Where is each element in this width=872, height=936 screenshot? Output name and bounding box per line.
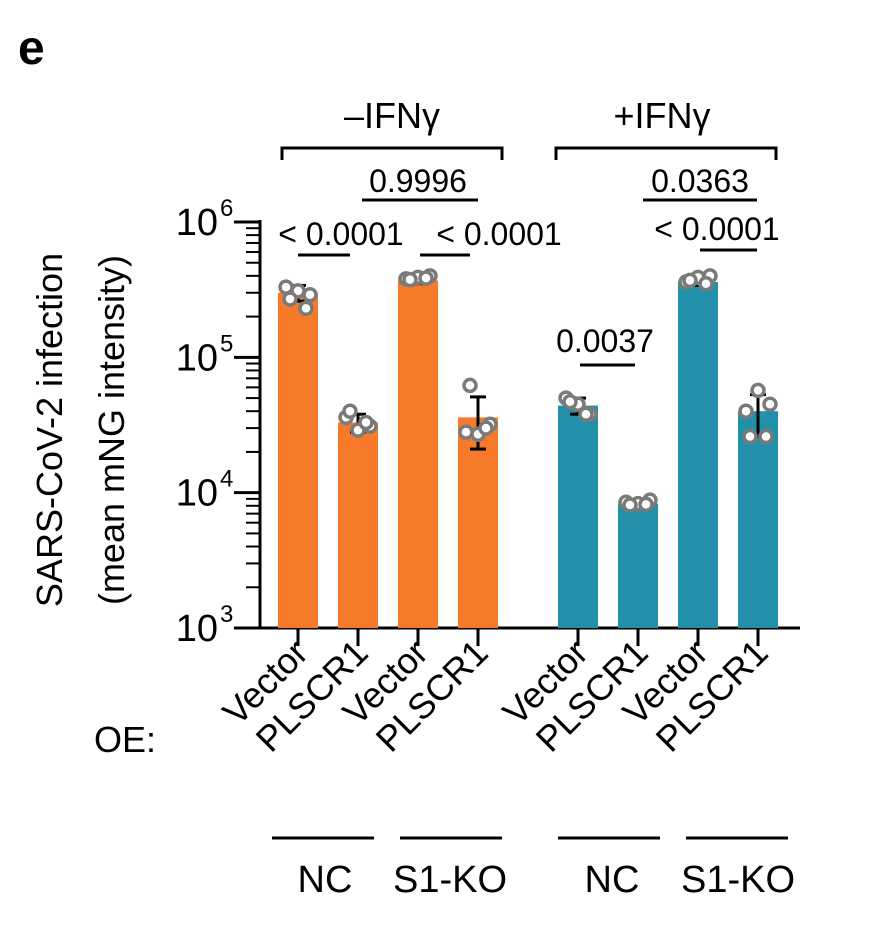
condition-group: S1-KO — [393, 836, 507, 901]
data-point — [562, 393, 578, 410]
y-tick-base: 10 — [176, 608, 218, 650]
bar — [458, 417, 498, 628]
condition-label: S1-KO — [393, 859, 507, 901]
bar — [338, 422, 378, 628]
data-point — [302, 287, 318, 303]
p-value: 0.0037 — [556, 323, 654, 359]
data-point — [762, 396, 778, 413]
data-point — [402, 271, 418, 288]
data-point — [750, 382, 766, 399]
data-point — [622, 497, 638, 513]
condition-labels: NC S1-KO NC S1-KO — [272, 836, 795, 901]
oe-label: OE: — [94, 719, 156, 760]
data-point — [342, 403, 358, 419]
data-point — [742, 428, 758, 445]
significance-annotation: < 0.0001 — [654, 211, 780, 252]
data-points — [278, 268, 778, 513]
y-tick-label: 10 6 — [176, 195, 234, 244]
y-axis-label-line2: (mean mNG intensity) — [91, 255, 132, 605]
group-bracket-minus-ifn — [280, 146, 504, 160]
bar — [738, 411, 778, 628]
x-tick-labels: VectorPLSCR1VectorPLSCR1VectorPLSCR1Vect… — [214, 632, 775, 760]
bar — [678, 282, 718, 628]
group-header-minus-ifn: –IFNγ — [280, 95, 504, 160]
condition-label: NC — [585, 859, 640, 901]
y-tick-label: 10 5 — [176, 330, 234, 379]
y-tick-base: 10 — [176, 473, 218, 515]
y-tick-exponent: 3 — [220, 601, 233, 628]
significance-annotation: 0.0037 — [556, 323, 654, 367]
condition-group: NC — [272, 836, 374, 901]
p-value: < 0.0001 — [278, 216, 403, 252]
significance-annotation: < 0.0001 — [278, 216, 404, 257]
y-tick-label: 10 3 — [176, 601, 234, 650]
y-tick-exponent: 6 — [220, 195, 233, 222]
condition-label: S1-KO — [681, 859, 795, 901]
significance-annotation: < 0.0001 — [420, 216, 562, 257]
data-point — [578, 406, 594, 422]
p-value: < 0.0001 — [436, 216, 561, 252]
significance-annotation: 0.0363 — [643, 163, 757, 202]
data-point — [478, 420, 494, 436]
bars — [278, 280, 778, 628]
y-tick-exponent: 4 — [220, 466, 233, 493]
data-point — [738, 403, 754, 419]
significance-annotation: 0.9996 — [362, 163, 478, 202]
y-tick-base: 10 — [176, 337, 218, 379]
significance-annotations: < 0.0001 < 0.0001 0.9996 0.0037 < 0.0001 0.03… — [278, 163, 780, 367]
panel-label: e — [18, 22, 45, 75]
data-point — [682, 272, 698, 289]
bar — [618, 503, 658, 628]
data-point — [298, 300, 314, 317]
group-bracket-plus-ifn — [554, 146, 778, 160]
condition-group: S1-KO — [681, 836, 795, 901]
group-header-minus-ifn-label: –IFNγ — [344, 95, 440, 136]
data-point — [358, 414, 374, 431]
p-value: 0.9996 — [369, 163, 467, 199]
data-point — [282, 291, 298, 307]
y-axis-label: SARS-CoV-2 infection (mean mNG intensity… — [29, 253, 132, 607]
condition-group: NC — [558, 836, 660, 901]
group-header-plus-ifn: +IFNγ — [554, 95, 778, 160]
y-axis-label-line1: SARS-CoV-2 infection — [29, 253, 70, 607]
data-point — [462, 377, 478, 394]
data-point — [758, 428, 774, 445]
y-tick-exponent: 5 — [220, 330, 233, 357]
condition-label: NC — [298, 859, 353, 901]
p-value: 0.0363 — [651, 163, 749, 199]
data-point — [638, 496, 654, 513]
p-value: < 0.0001 — [654, 211, 779, 247]
bar — [558, 405, 598, 628]
bar — [278, 292, 318, 628]
data-point — [698, 275, 714, 292]
data-point — [458, 424, 474, 440]
group-header-plus-ifn-label: +IFNγ — [613, 95, 710, 136]
data-point — [418, 270, 434, 286]
y-tick-base: 10 — [176, 202, 218, 244]
bar — [398, 280, 438, 628]
y-tick-label: 10 4 — [176, 466, 234, 515]
